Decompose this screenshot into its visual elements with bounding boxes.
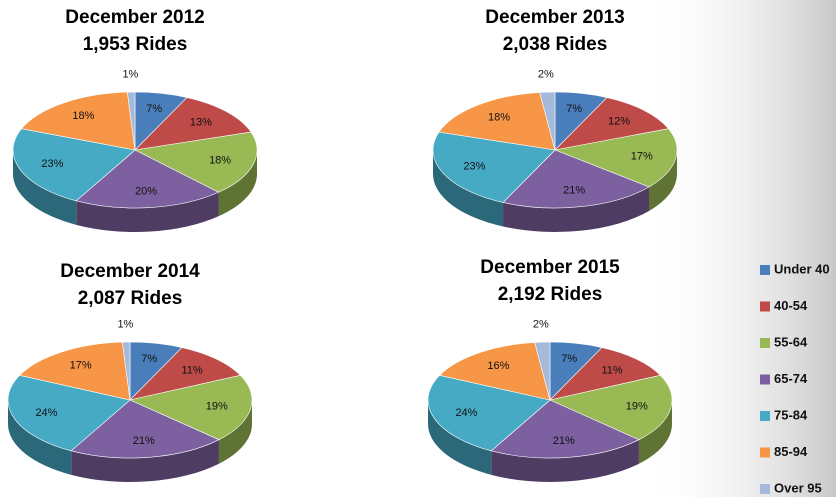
- data-label: 23%: [463, 160, 485, 172]
- data-label: 20%: [135, 185, 157, 197]
- legend-label: Under 40: [774, 261, 830, 276]
- chart-title: December 2012: [65, 7, 204, 28]
- data-label: 1%: [117, 318, 133, 330]
- legend-swatch: [760, 374, 770, 385]
- chart-title: December 2014: [60, 261, 200, 282]
- chart-subtitle: 1,953 Rides: [83, 34, 188, 55]
- data-label: 11%: [602, 364, 623, 376]
- slice: [134, 97, 252, 151]
- slice: [121, 341, 131, 401]
- legend-label: 85-94: [774, 444, 808, 459]
- chart-title: December 2015: [480, 257, 620, 278]
- slice: [502, 149, 650, 209]
- slice-side: [7, 400, 72, 475]
- data-label: 21%: [133, 435, 155, 447]
- slice: [439, 342, 551, 401]
- data-label: 21%: [563, 185, 585, 197]
- data-label: 17%: [70, 359, 92, 371]
- data-label: 18%: [488, 112, 510, 124]
- slice: [549, 374, 673, 441]
- slice: [427, 374, 551, 452]
- background: [640, 0, 836, 497]
- slice: [534, 341, 551, 401]
- data-label: 11%: [182, 364, 203, 376]
- slice-side: [71, 439, 219, 482]
- data-label: 7%: [566, 103, 582, 115]
- data-label: 24%: [35, 407, 57, 419]
- slice: [21, 91, 136, 151]
- data-label: 2%: [533, 318, 549, 330]
- data-label: 7%: [141, 353, 157, 365]
- chart-subtitle: 2,192 Rides: [498, 284, 603, 305]
- slice-side: [218, 400, 252, 464]
- chart-subtitle: 2,087 Rides: [78, 288, 183, 309]
- data-label: 12%: [608, 115, 630, 127]
- slice: [12, 128, 136, 202]
- data-label: 24%: [455, 407, 477, 419]
- data-label: 2%: [538, 68, 554, 80]
- data-label: 7%: [561, 353, 577, 365]
- chart-title: December 2013: [485, 7, 624, 28]
- slice: [129, 374, 253, 441]
- slice: [554, 97, 669, 151]
- slice: [70, 399, 220, 459]
- legend-swatch: [760, 484, 770, 494]
- slice: [126, 91, 136, 151]
- legend-label: 75-84: [774, 407, 808, 422]
- slice: [549, 347, 661, 401]
- data-label: 19%: [626, 400, 648, 412]
- legend-swatch: [760, 301, 770, 312]
- slice: [75, 149, 220, 209]
- data-label: 16%: [487, 360, 509, 372]
- slice-side: [433, 150, 504, 227]
- slice: [7, 374, 131, 452]
- data-label: 19%: [206, 400, 228, 412]
- slice-side: [649, 150, 677, 211]
- slice-side: [76, 192, 219, 232]
- legend-swatch: [760, 447, 770, 458]
- slice-side: [491, 439, 639, 482]
- data-label: 23%: [41, 158, 63, 170]
- legend-label: 55-64: [774, 334, 808, 349]
- slice-side: [13, 150, 77, 225]
- data-label: 13%: [190, 116, 212, 128]
- data-label: 7%: [146, 103, 162, 115]
- slice: [539, 91, 556, 151]
- slice: [438, 92, 556, 151]
- data-label: 18%: [72, 110, 94, 122]
- slice: [134, 131, 258, 193]
- legend-swatch: [760, 265, 770, 275]
- legend-label: 40-54: [774, 298, 808, 313]
- legend-label: 65-74: [774, 371, 808, 386]
- slice: [490, 399, 640, 459]
- data-label: 17%: [631, 150, 653, 162]
- slice-side: [218, 150, 257, 217]
- data-label: 18%: [209, 154, 231, 166]
- slice: [129, 347, 241, 401]
- slice-side: [503, 186, 650, 232]
- slice: [432, 131, 556, 203]
- slice: [19, 341, 131, 401]
- legend-label: Over 95: [774, 480, 822, 495]
- slice-side: [638, 400, 672, 464]
- slice: [553, 128, 678, 188]
- slice-side: [428, 400, 492, 475]
- chart-subtitle: 2,038 Rides: [503, 34, 608, 55]
- legend-swatch: [760, 338, 770, 348]
- data-label: 1%: [122, 68, 138, 80]
- legend-swatch: [760, 411, 770, 421]
- data-label: 21%: [553, 435, 575, 447]
